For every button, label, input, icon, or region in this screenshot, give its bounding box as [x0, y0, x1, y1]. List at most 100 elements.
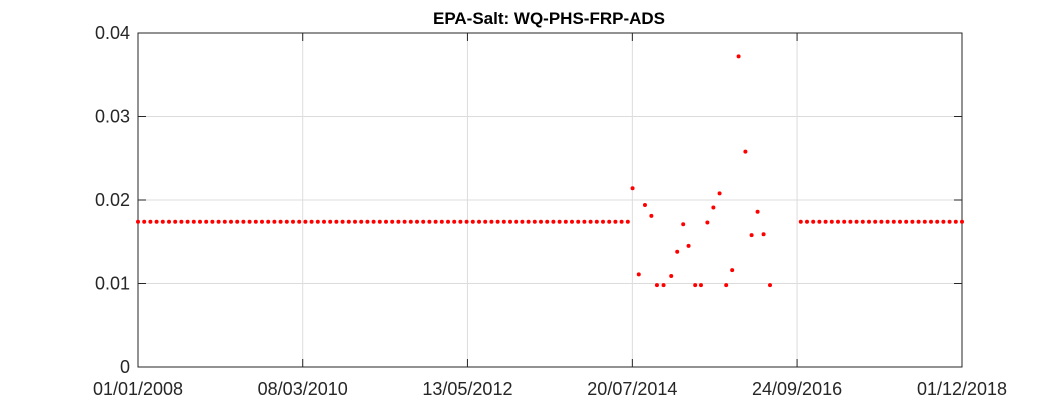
data-point	[636, 272, 641, 277]
data-point	[848, 219, 853, 224]
data-point	[601, 219, 606, 224]
data-point	[935, 219, 940, 224]
data-point	[804, 219, 809, 224]
data-point	[371, 219, 376, 224]
data-point	[557, 219, 562, 224]
data-point	[216, 219, 221, 224]
data-point	[717, 191, 722, 196]
data-point	[526, 219, 531, 224]
data-point	[291, 219, 296, 224]
data-point	[532, 219, 537, 224]
data-point	[284, 219, 289, 224]
data-point	[613, 219, 618, 224]
data-point	[464, 219, 469, 224]
data-point	[365, 219, 370, 224]
data-point	[576, 219, 581, 224]
data-point	[686, 243, 691, 248]
y-tick-label: 0.03	[95, 107, 130, 127]
data-point	[253, 219, 258, 224]
data-point	[698, 283, 703, 288]
data-point	[736, 54, 741, 59]
data-point	[539, 219, 544, 224]
data-point	[508, 219, 513, 224]
data-point	[439, 219, 444, 224]
data-point	[477, 219, 482, 224]
grid-lines	[138, 33, 962, 367]
data-point	[191, 219, 196, 224]
data-point	[483, 219, 488, 224]
data-point	[514, 219, 519, 224]
data-point	[891, 219, 896, 224]
x-tick-label: 20/07/2014	[587, 379, 677, 399]
data-point	[222, 219, 227, 224]
data-point	[520, 219, 525, 224]
y-tick-label: 0	[120, 357, 130, 377]
data-point	[328, 219, 333, 224]
data-point	[346, 219, 351, 224]
data-point	[582, 219, 587, 224]
data-point	[705, 220, 710, 225]
data-point	[421, 219, 426, 224]
data-point	[315, 219, 320, 224]
data-point	[470, 219, 475, 224]
data-point	[185, 219, 190, 224]
data-point	[272, 219, 277, 224]
data-point	[854, 219, 859, 224]
data-point	[693, 283, 698, 288]
data-point	[928, 219, 933, 224]
data-point	[860, 219, 865, 224]
data-point	[229, 219, 234, 224]
data-point	[179, 219, 184, 224]
data-point	[675, 249, 680, 254]
data-point	[619, 219, 624, 224]
data-point	[654, 283, 659, 288]
data-point	[922, 219, 927, 224]
data-point	[669, 273, 674, 278]
data-point	[402, 219, 407, 224]
data-point	[241, 219, 246, 224]
data-point	[829, 219, 834, 224]
data-point	[160, 219, 165, 224]
data-point	[489, 219, 494, 224]
data-point	[322, 219, 327, 224]
y-tick-label: 0.02	[95, 190, 130, 210]
data-point	[897, 219, 902, 224]
data-point	[563, 219, 568, 224]
data-point	[630, 186, 635, 191]
data-point	[588, 219, 593, 224]
data-point	[167, 219, 172, 224]
data-point	[303, 219, 308, 224]
x-tick-label: 24/09/2016	[752, 379, 842, 399]
data-point	[452, 219, 457, 224]
y-axis-ticks: 0 0.01 0.02 0.03 0.04	[95, 23, 962, 377]
data-point	[353, 219, 358, 224]
data-point	[384, 219, 389, 224]
data-point	[446, 219, 451, 224]
x-tick-label: 01/01/2008	[93, 379, 183, 399]
data-point	[910, 219, 915, 224]
data-point	[947, 219, 952, 224]
x-tick-label: 01/12/2018	[917, 379, 1007, 399]
data-point	[235, 219, 240, 224]
data-point	[377, 219, 382, 224]
data-point	[297, 219, 302, 224]
data-point	[570, 219, 575, 224]
data-point	[873, 219, 878, 224]
data-point	[711, 205, 716, 210]
data-point	[427, 219, 432, 224]
data-point	[625, 219, 630, 224]
data-point	[879, 219, 884, 224]
x-axis-ticks: 01/01/2008 08/03/2010 13/05/2012 20/07/2014…	[93, 33, 1007, 399]
data-point	[730, 268, 735, 273]
data-point	[408, 219, 413, 224]
data-point	[823, 219, 828, 224]
data-point	[811, 219, 816, 224]
data-point	[334, 219, 339, 224]
data-point	[390, 219, 395, 224]
data-point	[278, 219, 283, 224]
data-point	[198, 219, 203, 224]
data-point	[916, 219, 921, 224]
data-point	[607, 219, 612, 224]
data-point	[458, 219, 463, 224]
